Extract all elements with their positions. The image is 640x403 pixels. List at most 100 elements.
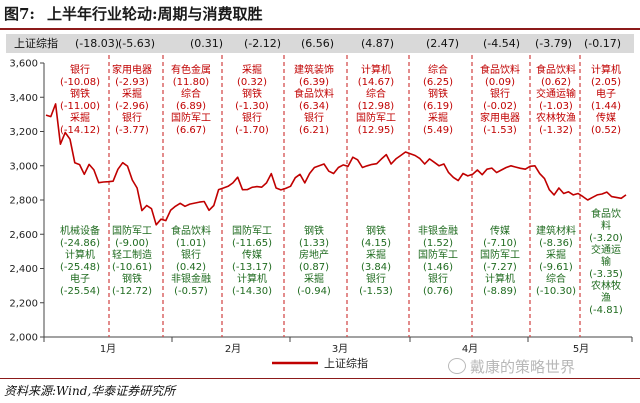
laggard-annotation: 电子 (70, 272, 90, 285)
laggard-annotation: 国防军工 (418, 248, 458, 261)
leader-annotation: 综合 (428, 63, 448, 76)
leader-annotation: 国防军工 (356, 111, 396, 124)
leader-annotation: (12.98) (358, 101, 395, 112)
laggard-annotation: 银行 (181, 248, 201, 261)
laggard-annotation: (-25.48) (60, 262, 100, 273)
laggard-annotation: 传媒 (490, 225, 510, 237)
leader-annotation: (-1.53) (483, 125, 517, 136)
leader-annotation: 采掘 (70, 111, 90, 124)
laggard-annotation: 建筑材料 (536, 224, 576, 237)
laggard-annotation: 渔 (601, 292, 611, 304)
header-change: (-5.63) (118, 37, 156, 50)
laggard-annotation: (-8.89) (483, 286, 517, 297)
leader-annotation: 食品饮料 (480, 63, 520, 76)
leader-annotation: (5.49) (423, 125, 453, 136)
laggard-annotation: 综合 (546, 272, 566, 285)
footer-rule (0, 378, 640, 379)
laggard-annotation: (-0.57) (174, 286, 208, 297)
leader-annotation: (6.19) (423, 101, 453, 112)
laggard-annotation: (-7.10) (483, 238, 517, 249)
source-note: 资料来源:Wind,华泰证券研究所 (4, 384, 176, 398)
leader-annotation: (0.32) (237, 77, 267, 88)
leader-annotation: 银行 (490, 87, 510, 100)
laggard-annotation: (3.84) (361, 262, 391, 273)
laggard-annotation: 料 (601, 219, 611, 232)
laggard-annotation: 机械设备 (60, 224, 100, 237)
leader-annotation: 家用电器 (480, 111, 520, 124)
header-change: (0.31) (190, 37, 224, 50)
leader-annotation: (0.52) (591, 125, 621, 136)
x-month-label: 5月 (573, 343, 589, 355)
header-change: (-0.17) (584, 37, 622, 50)
x-month-label: 4月 (462, 343, 478, 355)
y-tick-label: 2,800 (9, 196, 38, 207)
laggard-annotation: (-14.30) (232, 286, 272, 297)
leader-annotation: (6.67) (176, 125, 206, 136)
laggard-annotation: (4.15) (361, 238, 391, 249)
laggard-annotation: (0.76) (423, 286, 453, 297)
laggard-annotation: (-25.54) (60, 286, 100, 297)
laggard-annotation: (-3.35) (589, 269, 623, 280)
figure-title: 图7: 上半年行业轮动:周期与消费取胜 (0, 0, 640, 28)
leader-annotation: (-2.93) (115, 77, 149, 88)
x-month-label: 3月 (332, 343, 348, 355)
laggard-annotation: (-7.27) (483, 262, 517, 273)
laggard-annotation: (1.46) (423, 262, 453, 273)
leader-annotation: (12.95) (358, 125, 395, 136)
leader-annotation: (6.89) (176, 101, 206, 112)
series-line-shanghai-composite (45, 103, 627, 226)
laggard-annotation: (-3.20) (589, 233, 623, 244)
y-tick-label: 3,000 (9, 161, 38, 172)
laggard-annotation: 交通运 (591, 243, 621, 256)
leader-annotation: (2.05) (591, 77, 621, 88)
laggard-annotation: 食品饮料 (171, 224, 211, 237)
laggard-annotation: (1.01) (176, 238, 206, 249)
y-tick-label: 2,200 (9, 298, 38, 309)
header-change: (-3.79) (535, 37, 573, 50)
leader-annotation: (6.25) (423, 77, 453, 88)
leader-annotation: (-11.00) (60, 101, 100, 112)
leader-annotation: 食品饮料 (536, 63, 576, 76)
index-change-header (6, 34, 634, 53)
laggard-annotation: 农林牧 (591, 279, 621, 292)
laggard-annotation: 非银金融 (171, 272, 211, 285)
laggard-annotation: 银行 (428, 272, 448, 285)
leader-annotation: (-10.08) (60, 77, 100, 88)
legend-label: 上证综指 (324, 356, 368, 370)
laggard-annotation: (0.42) (176, 262, 206, 273)
header-change: (2.47) (426, 37, 460, 50)
header-label: 上证综指 (14, 37, 58, 50)
laggard-annotation: 食品饮 (591, 207, 621, 220)
laggard-annotation: 传媒 (242, 249, 262, 261)
leader-annotation: 采掘 (122, 87, 142, 100)
x-month-label: 2月 (225, 343, 241, 355)
y-tick-label: 3,200 (9, 127, 38, 138)
leader-annotation: (6.39) (299, 77, 329, 88)
leader-annotation: 计算机 (361, 63, 391, 76)
laggard-annotation: (1.33) (299, 238, 329, 249)
leader-annotation: 有色金属 (171, 63, 211, 76)
leader-annotation: 银行 (122, 111, 142, 124)
header-change: (4.87) (361, 37, 395, 50)
figure-title-text: 上半年行业轮动:周期与消费取胜 (46, 5, 263, 23)
laggard-annotation: (-4.81) (589, 305, 623, 316)
leader-annotation: (11.80) (173, 77, 210, 88)
leader-annotation: 银行 (242, 111, 262, 124)
leader-annotation: 钢铁 (428, 87, 448, 100)
laggard-annotation: (-9.61) (539, 262, 573, 273)
index-line-chart: 2,000 2,200 2,400 2,600 2,800 3,000 3,200 3,400… (9, 55, 633, 370)
header-change: (6.56) (301, 37, 335, 50)
y-tick-label: 3,400 (9, 93, 38, 104)
laggard-annotation: (-10.30) (536, 286, 576, 297)
laggard-annotation: (-0.94) (297, 286, 331, 297)
leader-annotation: (0.09) (485, 77, 515, 88)
laggard-annotation: 采掘 (366, 248, 386, 261)
laggard-annotation: 轻工制造 (112, 248, 152, 261)
header-change: (-2.12) (244, 37, 282, 50)
laggard-annotation: 钢铁 (366, 224, 386, 237)
laggard-annotation: 计算机 (65, 248, 95, 261)
leader-annotation: 家用电器 (112, 63, 152, 76)
laggard-annotation: 钢铁 (304, 224, 324, 237)
leader-annotation: 钢铁 (242, 87, 262, 100)
leader-annotation: 交通运输 (536, 87, 576, 100)
